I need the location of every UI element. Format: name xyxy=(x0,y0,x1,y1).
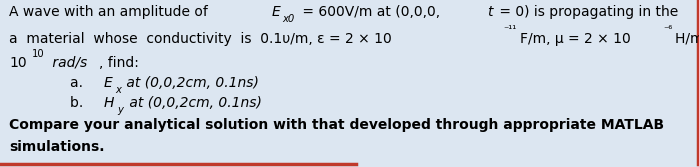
Text: = 600V/m at (0,0,0,: = 600V/m at (0,0,0, xyxy=(298,5,445,19)
Text: x0: x0 xyxy=(282,14,295,24)
Text: H: H xyxy=(104,96,115,110)
Text: = 0) is propagating in the: = 0) is propagating in the xyxy=(495,5,682,19)
Text: F/m, μ = 2 × 10: F/m, μ = 2 × 10 xyxy=(520,32,630,46)
Text: 10: 10 xyxy=(9,56,27,70)
Text: E: E xyxy=(103,76,113,90)
Text: Compare your analytical solution with that developed through appropriate MATLAB: Compare your analytical solution with th… xyxy=(9,118,664,132)
Text: A wave with an amplitude of: A wave with an amplitude of xyxy=(9,5,212,19)
Text: E: E xyxy=(271,5,280,19)
Text: a  material  whose  conductivity  is  0.1υ/m, ε = 2 × 10: a material whose conductivity is 0.1υ/m,… xyxy=(9,32,392,46)
Text: y: y xyxy=(117,105,123,115)
Text: H/m  If  ω =: H/m If ω = xyxy=(675,32,699,46)
Text: t: t xyxy=(487,5,493,19)
Text: at (0,0,2cm, 0.1ns): at (0,0,2cm, 0.1ns) xyxy=(125,96,261,110)
Text: 10: 10 xyxy=(32,49,45,59)
Text: rad/s: rad/s xyxy=(48,56,87,70)
Text: b.: b. xyxy=(70,96,96,110)
Text: , find:: , find: xyxy=(99,56,138,70)
Text: at (0,0,2cm, 0.1ns): at (0,0,2cm, 0.1ns) xyxy=(122,76,259,90)
Text: ⁻⁶: ⁻⁶ xyxy=(663,25,672,35)
Text: simulations.: simulations. xyxy=(9,140,105,154)
Text: a.: a. xyxy=(70,76,96,90)
Text: x: x xyxy=(115,85,121,95)
Text: ⁻¹¹: ⁻¹¹ xyxy=(503,25,516,35)
